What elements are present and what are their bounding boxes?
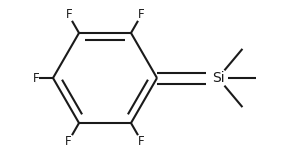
Text: F: F <box>138 8 145 21</box>
Text: F: F <box>32 71 39 85</box>
Text: Si: Si <box>212 71 224 85</box>
Text: F: F <box>65 8 72 21</box>
Text: F: F <box>65 135 72 148</box>
Text: F: F <box>138 135 145 148</box>
